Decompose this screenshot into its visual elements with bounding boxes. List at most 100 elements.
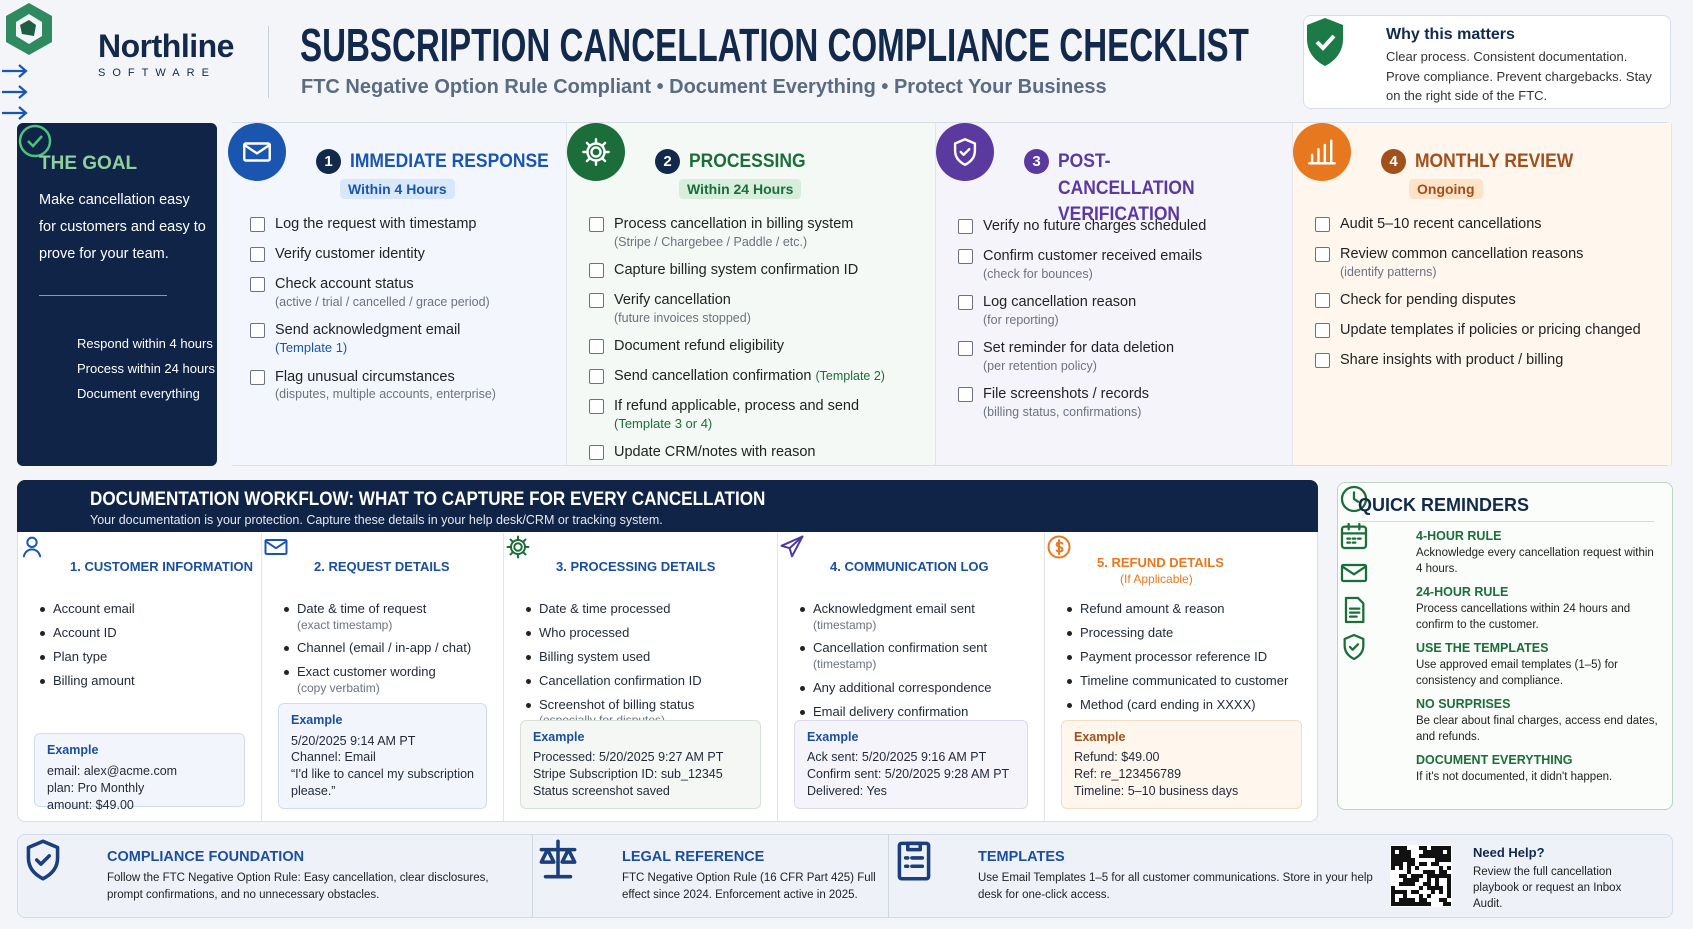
footer-icon-part [26,839,60,881]
page-subtitle: FTC Negative Option Rule Compliant • Doc… [301,76,1107,98]
qr-cell [1395,862,1399,866]
qr-cell [1419,894,1423,898]
item-body: Review common cancellation reasons (ident… [1340,245,1583,280]
qr-cell [1443,846,1447,850]
example-line: Status screenshot saved [533,784,670,799]
footer-icon-part [34,854,52,866]
help-title: Need Help? [1473,845,1545,860]
qr-cell [1419,874,1423,878]
qr-cell [1423,898,1427,902]
checklist-item: Verify cancellation (future invoices stop… [589,291,918,326]
reminder-icon-part [1344,596,1365,624]
step-column: 2 PROCESSING Within 24 Hours Process cancel… [567,123,936,465]
footer-icon-part [26,839,60,881]
qr-cell [1399,890,1403,894]
qr-cell [1391,886,1395,890]
qr-cell [1431,850,1435,854]
qr-cell [1415,902,1419,906]
workflow-item-text: Acknowledgment email sent [813,601,975,616]
qr-cell [1435,882,1439,886]
qr-cell [1447,850,1451,854]
why-icon-part [1315,34,1336,51]
qr-cell [1403,874,1407,878]
item-body: Document refund eligibility [614,337,784,356]
workflow-item: Any additional correspondence [800,680,1031,697]
item-note: (future invoices stopped) [614,310,751,325]
qr-cell [1399,854,1403,858]
reminder-icon-part [1340,563,1368,583]
checkbox [589,263,604,279]
qr-cell [1411,890,1415,894]
qr-cell [1419,886,1423,890]
workflow-item: Date & time of request (exact timestamp) [284,601,490,633]
qr-cell [1407,878,1411,882]
item-line: Capture billing system confirmation ID [614,261,858,280]
reminder-title: 4-HOUR RULE [1416,529,1502,543]
qr-cell [1391,850,1395,854]
workflow-item-text: Method (card ending in XXXX) [1080,696,1256,712]
qr-cell [1427,854,1431,858]
workflow-item-body: Account ID [53,625,117,642]
step-number: 1 [316,149,341,174]
workflow-item: Account email [40,601,248,618]
item-line: Send cancellation confirmation (Template … [614,367,885,386]
item-body: Verify no future charges scheduled [983,217,1206,236]
workflow-item: Billing system used [526,649,764,666]
workflow-col-icon-part [26,536,38,548]
qr-cell [1399,850,1403,854]
reminder-icon-part [1340,485,1368,513]
qr-cell [1439,870,1443,874]
qr-cell [1443,870,1447,874]
qr-cell [1415,874,1419,878]
example-line: 5/20/2025 9:14 AM PT [291,733,416,748]
footer-title: TEMPLATES [978,849,1065,865]
qr-cell [1427,886,1431,890]
page-title: SUBSCRIPTION CANCELLATION COMPLIANCE CHE… [300,19,1249,71]
item-line: If refund applicable, process and send [614,397,859,416]
workflow-item-body: Refund amount & reason [1080,601,1225,618]
item-body: Capture billing system confirmation ID [614,261,858,280]
item-note: (for reporting) [983,312,1059,327]
step-arrow-part [2,85,28,99]
workflow-item: Payment processor reference ID [1067,649,1304,666]
checkbox [589,398,604,414]
reminder-icon-part [1343,633,1365,661]
workflow-title: DOCUMENTATION WORKFLOW: WHAT TO CAPTURE … [90,489,766,510]
checklist-item: Flag unusual circumstances (disputes, mul… [250,368,549,403]
workflow-col-icon [778,533,1044,566]
reminder-icon-part [1348,643,1360,651]
qr-cell [1443,854,1447,858]
qr-cell [1403,902,1407,906]
qr-cell [1407,850,1411,854]
item-body: Log the request with timestamp [275,215,477,234]
checklist-item: Log the request with timestamp [250,215,549,234]
example-line: Stripe Subscription ID: sub_12345 [533,767,723,782]
checklist-item: Set reminder for data deletion (per reten… [958,339,1275,374]
workflow-panel: DOCUMENTATION WORKFLOW: WHAT TO CAPTURE … [17,480,1318,822]
step-arrow-part [2,106,28,120]
item-text: Log the request with timestamp [275,216,477,232]
item-text: Log cancellation reason [983,293,1137,310]
item-line: Review common cancellation reasons [1340,245,1583,264]
workflow-item: Channel (email / in-app / chat) [284,640,490,657]
checklist-item: Review common cancellation reasons (ident… [1315,245,1654,280]
checkbox [1315,217,1330,232]
example-box: Example Processed: 5/20/2025 9:27 AM PT St… [520,719,761,809]
workflow-item-text: Payment processor reference ID [1080,648,1268,664]
item-tag: (Template 3 or 4) [614,415,713,431]
workflow-column: 5. REFUND DETAILS (If Applicable) Refund a… [1045,533,1318,821]
qr-cell [1395,890,1399,894]
qr-cell [1443,874,1447,878]
qr-cell [1439,874,1443,878]
qr-cell [1443,902,1447,906]
workflow-item-body: Account email [53,601,135,618]
checklist-item: Log cancellation reason (for reporting) [958,293,1275,328]
item-line: Flag unusual circumstances [275,368,496,387]
workflow-col-title: 5. REFUND DETAILS [1097,555,1224,570]
workflow-item: Timeline communicated to customer [1067,673,1304,690]
workflow-item-text: Billing system used [539,648,651,664]
qr-cell [1439,854,1443,858]
workflow-item: Account ID [40,625,248,642]
workflow-subtitle: Your documentation is your protection. C… [90,513,663,527]
